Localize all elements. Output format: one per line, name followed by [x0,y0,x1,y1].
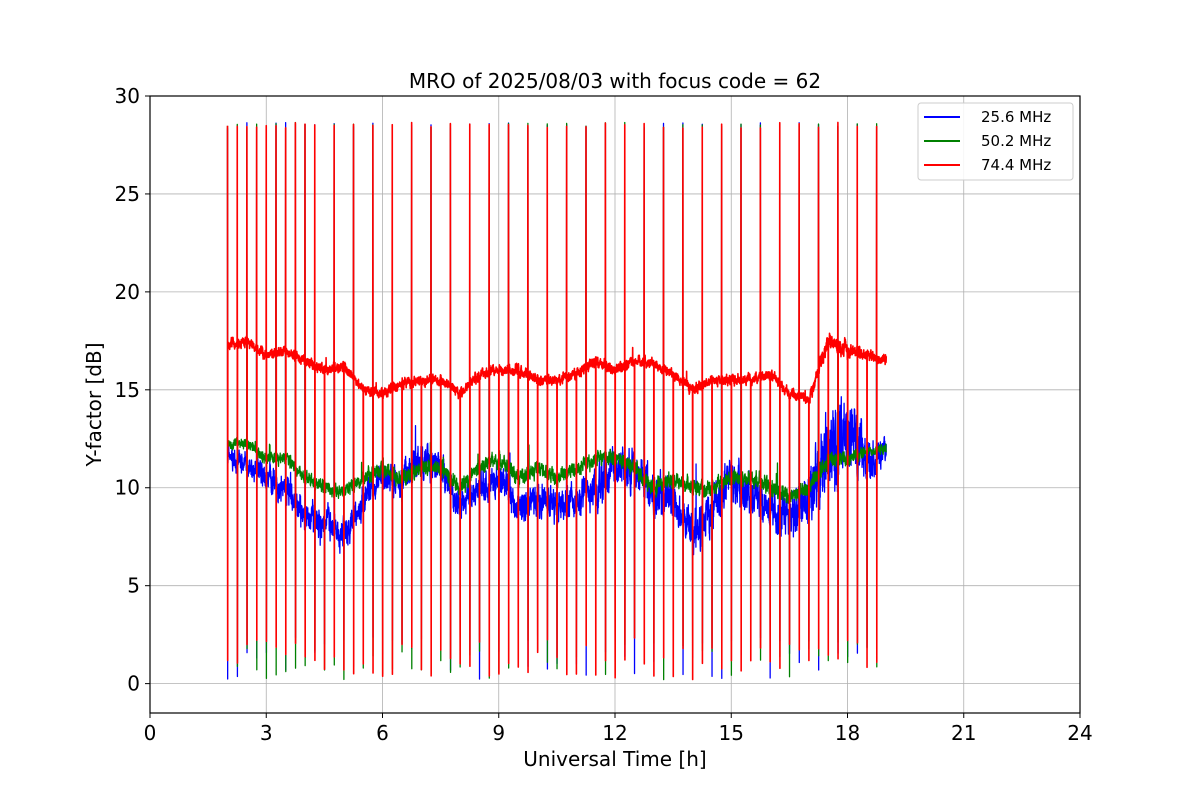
x-tick-label: 0 [144,721,157,745]
series-line-74-4-mhz [226,121,888,681]
y-axis-ticks: 0 5 10 15 20 25 30 [115,84,150,696]
x-tick-label: 6 [376,721,389,745]
x-axis-label: Universal Time [h] [523,747,706,771]
y-tick-label: 30 [115,84,140,108]
x-tick-label: 3 [260,721,273,745]
x-tick-label: 12 [602,721,627,745]
y-tick-label: 25 [115,182,140,206]
y-axis-label: Y-factor [dB] [82,342,106,467]
legend: 25.6 MHz 50.2 MHz 74.4 MHz [917,102,1074,181]
x-tick-label: 18 [835,721,860,745]
y-tick-label: 5 [127,574,140,598]
x-axis-ticks: 0 3 6 9 12 15 18 21 24 [144,713,1093,745]
y-tick-label: 10 [115,476,140,500]
chart-title: MRO of 2025/08/03 with focus code = 62 [409,69,821,93]
legend-label: 50.2 MHz [981,132,1051,150]
y-tick-label: 20 [115,280,140,304]
legend-box [917,102,1074,181]
legend-label: 74.4 MHz [981,156,1051,174]
x-tick-label: 24 [1067,721,1092,745]
x-tick-label: 9 [492,721,505,745]
y-tick-label: 0 [127,672,140,696]
y-tick-label: 15 [115,378,140,402]
legend-label: 25.6 MHz [981,108,1051,126]
x-tick-label: 15 [719,721,744,745]
x-tick-label: 21 [951,721,976,745]
plot-area [226,121,888,681]
